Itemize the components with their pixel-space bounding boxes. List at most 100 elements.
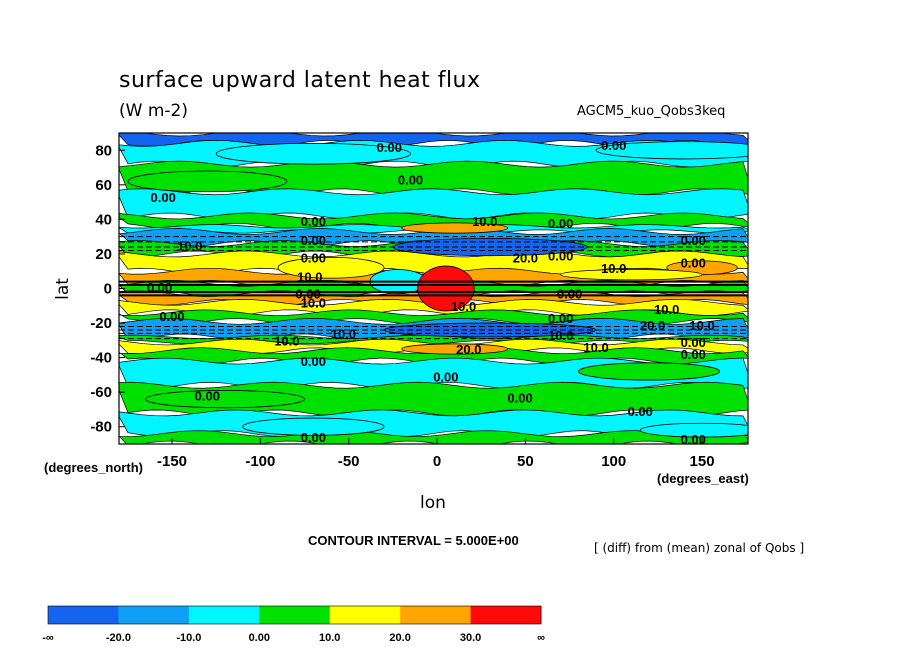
contour-label-14: 0.00	[681, 256, 706, 271]
x-axis-label: lon	[420, 493, 446, 513]
y-tick-label-6: -40	[90, 350, 112, 367]
colorbar-label-0: -∞	[42, 632, 54, 644]
contour-label-36: 0.00	[507, 390, 532, 405]
band-18	[119, 357, 748, 389]
chart-units: (W m-2)	[119, 101, 188, 121]
patch-2	[127, 170, 288, 193]
contour-label-35: 0.00	[195, 389, 220, 404]
colorbar-label-5: 20.0	[389, 632, 410, 644]
colorbar-swatch-3	[259, 606, 331, 624]
contour-label-26: 10.0	[331, 326, 356, 341]
contour-label-22: 0.00	[159, 309, 184, 324]
y-tick-label-0: 80	[95, 142, 112, 159]
colorbar-frame	[47, 605, 542, 625]
x-unit-label: (degrees_east)	[657, 471, 749, 486]
patch-13	[242, 417, 385, 436]
contour-label-4: 0.00	[301, 214, 326, 229]
band-3	[119, 188, 748, 220]
contour-label-16: 0.00	[147, 280, 172, 295]
contour-label-2: 0.00	[151, 190, 176, 205]
contour-label-18: 10.0	[301, 295, 326, 310]
patch-10	[401, 343, 509, 355]
colorbar-swatch-0	[48, 606, 119, 624]
patch-15	[417, 265, 475, 312]
band-15	[119, 334, 748, 345]
colorbar-swatch-1	[118, 606, 190, 624]
colorbar-swatch-4	[329, 606, 401, 624]
colorbar-swatch-5	[400, 606, 472, 624]
colorbar-label-7: ∞	[537, 632, 545, 644]
patch-1	[595, 141, 748, 160]
y-tick-label-5: -20	[90, 315, 112, 332]
x-axis: -150 -100 -50 0 50 100 150	[157, 438, 715, 470]
contour-label-0: 0.00	[377, 140, 402, 155]
x-tick-label-6: 150	[690, 453, 715, 470]
contour-label-10: 0.00	[301, 250, 326, 265]
run-name: AGCM5_kuo_Qobs3keq	[577, 104, 726, 119]
colorbar-label-2: -10.0	[176, 632, 201, 644]
contour-label-38: 0.00	[301, 430, 326, 445]
contour-label-34: 0.00	[433, 370, 458, 385]
contour-label-11: 20.0	[513, 250, 538, 265]
band-0	[119, 133, 748, 147]
patch-5	[277, 256, 385, 279]
colorbar-label-4: 10.0	[319, 632, 340, 644]
contour-label-15: 10.0	[297, 269, 322, 284]
patch-7	[560, 269, 703, 281]
colorbar-label-3: 0.00	[249, 632, 270, 644]
y-tick-label-2: 40	[95, 211, 112, 228]
contour-label-5: 10.0	[472, 214, 497, 229]
contour-interval: CONTOUR INTERVAL = 5.000E+00	[308, 533, 519, 548]
contour-label-29: 0.00	[681, 335, 706, 350]
y-axis: 80 60 40 20 0 -20 -40 -60 -80	[90, 142, 125, 436]
y-tick-label-3: 20	[95, 246, 112, 263]
contour-label-6: 0.00	[548, 216, 573, 231]
colorbar-label-1: -20.0	[106, 632, 131, 644]
patch-11	[577, 362, 721, 381]
contour-label-25: 10.0	[689, 318, 714, 333]
y-tick-label-1: 60	[95, 177, 112, 194]
contour-label-28: 10.0	[548, 328, 573, 343]
patch-14	[639, 422, 748, 438]
colorbar: -∞ -20.0 -10.0 0.00 10.0 20.0 30.0 ∞	[42, 605, 545, 644]
contour-label-21: 10.0	[654, 302, 679, 317]
contour-label-33: 0.00	[301, 354, 326, 369]
patch-3	[401, 222, 509, 234]
x-tick-label-4: 50	[517, 453, 534, 470]
x-tick-label-3: 0	[433, 453, 441, 470]
contour-fills	[119, 133, 748, 444]
contour-label-31: 10.0	[583, 340, 608, 355]
contour-label-27: 10.0	[274, 333, 299, 348]
contour-label-12: 0.00	[548, 249, 573, 264]
colorbar-swatch-2	[188, 606, 260, 624]
contour-label-19: 0.00	[557, 287, 582, 302]
y-unit-label: (degrees_north)	[44, 460, 143, 475]
y-tick-label-7: -60	[90, 384, 112, 401]
x-tick-label-5: 100	[601, 453, 626, 470]
chart-title: surface upward latent heat flux	[119, 68, 481, 93]
diff-note: [ (diff) from (mean) zonal of Qobs ]	[594, 541, 805, 555]
contour-label-7: 0.00	[301, 233, 326, 248]
contour-label-1: 0.00	[601, 138, 626, 153]
x-tick-label-2: -50	[338, 453, 360, 470]
contour-label-30: 20.0	[456, 342, 481, 357]
contour-label-17: 0.00	[295, 287, 320, 302]
contour-label-23: 0.00	[548, 311, 573, 326]
contour-label-39: 0.00	[681, 432, 706, 447]
contour-label-8: 10.0	[177, 238, 202, 253]
patch-0	[215, 142, 411, 165]
contour-label-20: 10.0	[451, 299, 476, 314]
contour-lines	[119, 236, 748, 340]
x-tick-label-1: -100	[245, 453, 275, 470]
colorbar-swatch-6	[470, 606, 542, 624]
patch-12	[145, 390, 305, 409]
contour-label-32: 0.00	[681, 347, 706, 362]
contour-label-24: 20.0	[640, 318, 665, 333]
y-tick-label-8: -80	[90, 419, 112, 436]
y-axis-label: lat	[53, 278, 73, 300]
colorbar-label-6: 30.0	[460, 632, 481, 644]
x-tick-label-0: -150	[157, 453, 187, 470]
y-tick-label-4: 0	[104, 281, 112, 298]
